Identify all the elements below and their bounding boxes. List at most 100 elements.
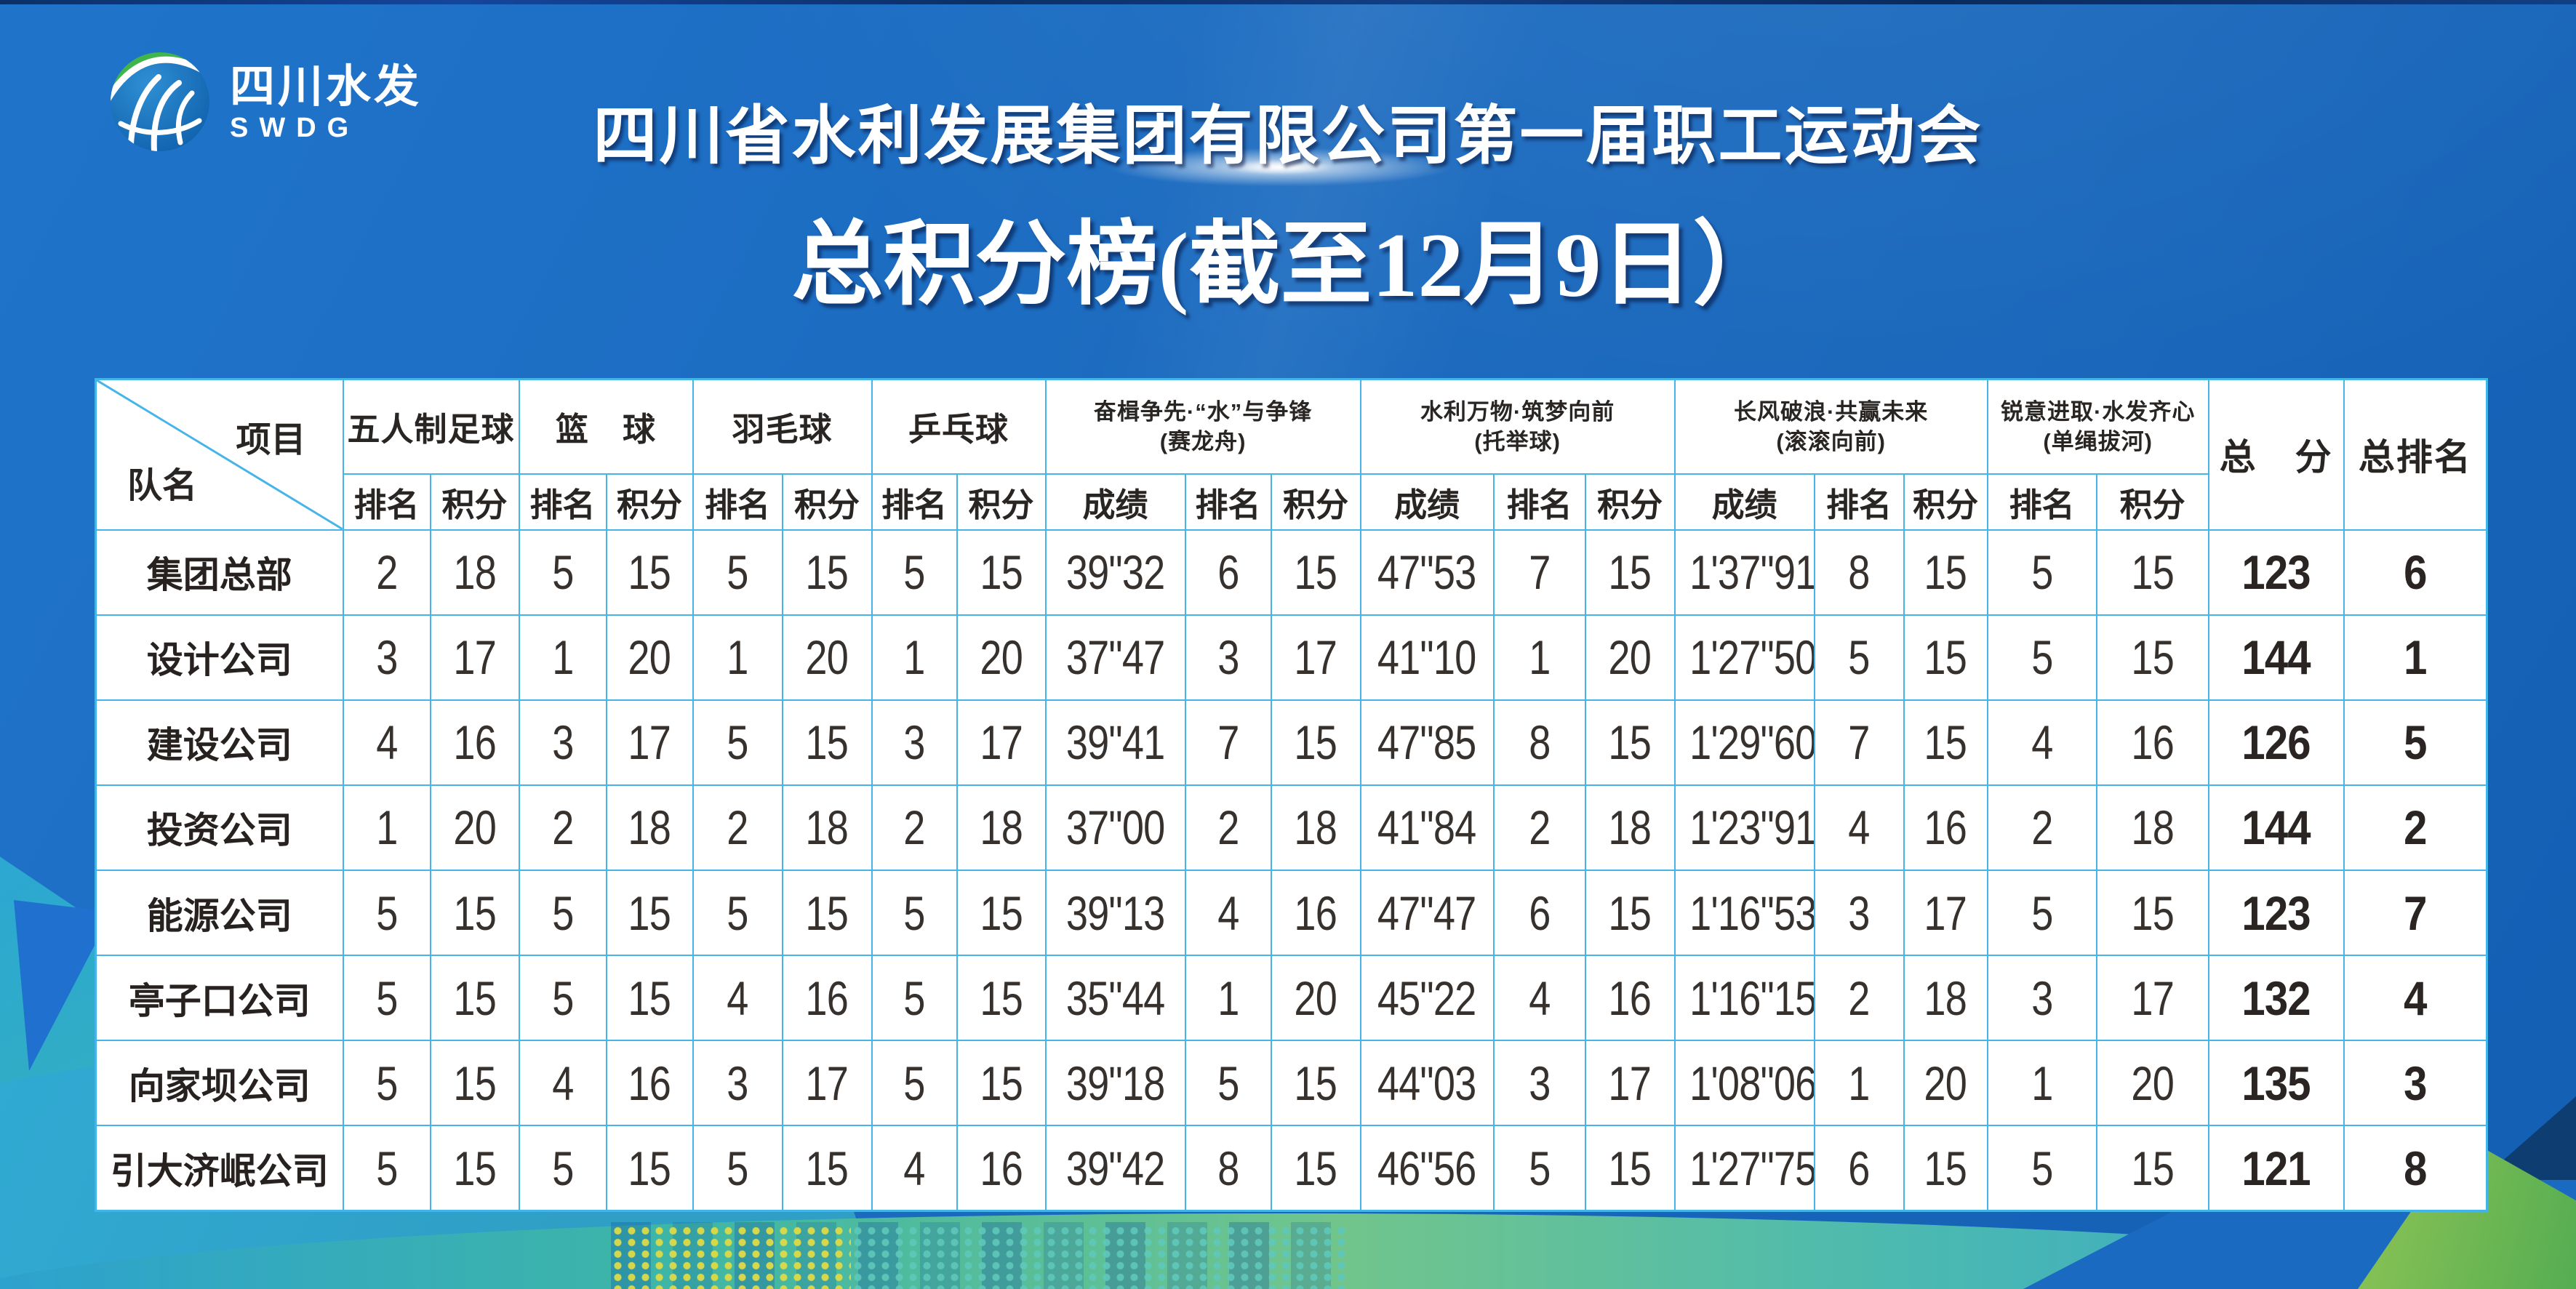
score-cell: 5 xyxy=(518,955,607,1042)
subcol-points: 积分 xyxy=(2095,473,2209,531)
score-cell: 1 xyxy=(342,784,431,872)
score-cell: 17 xyxy=(781,1040,873,1127)
score-cell: 6 xyxy=(1184,529,1272,616)
score-cell: 5 xyxy=(1986,614,2097,701)
score-cell: 15 xyxy=(956,869,1047,957)
logo-name-cn: 四川水发 xyxy=(230,62,423,113)
score-cell: 1 xyxy=(1986,1040,2097,1127)
subcol-points: 积分 xyxy=(1584,473,1676,531)
subcol-points: 积分 xyxy=(1270,473,1361,531)
score-cell: 2 xyxy=(1813,955,1905,1042)
score-cell: 17 xyxy=(429,614,520,701)
table-row: 设计公司 3 17 1 20 1 20 1 20 37"47 3 17 41"10 1 20 1'27"50 5… xyxy=(95,614,2488,701)
score-cell: 39"32 xyxy=(1044,529,1186,616)
score-cell: 45"22 xyxy=(1359,955,1495,1042)
score-cell: 4 xyxy=(342,699,431,786)
subcol-rank: 排名 xyxy=(342,473,431,531)
score-cell: 5 xyxy=(1184,1040,1272,1127)
page-title: 四川省水利发展集团有限公司第一届职工运动会 xyxy=(593,100,1983,172)
col-total-rank: 总排名 xyxy=(2343,378,2488,531)
score-cell: 15 xyxy=(956,1040,1047,1127)
score-cell: 15 xyxy=(1584,1125,1676,1212)
score-cell: 15 xyxy=(1270,1125,1361,1212)
total-score-cell: 135 xyxy=(2207,1040,2345,1127)
score-cell: 20 xyxy=(605,614,694,701)
team-name: 引大济岷公司 xyxy=(95,1125,344,1212)
score-cell: 5 xyxy=(1986,1125,2097,1212)
score-cell: 1'27"75 xyxy=(1673,1125,1815,1212)
score-cell: 17 xyxy=(605,699,694,786)
logo-text: 四川水发 SWDG xyxy=(230,63,422,144)
score-cell: 15 xyxy=(1903,699,1988,786)
score-cell: 20 xyxy=(1584,614,1676,701)
score-cell: 8 xyxy=(1492,699,1586,786)
total-score-cell: 126 xyxy=(2207,699,2345,786)
team-name: 建设公司 xyxy=(95,699,344,786)
decor-dots-teal xyxy=(851,1225,1345,1289)
score-cell: 15 xyxy=(781,869,873,957)
col-group-dragonboat: 奋楫争先·“水”与争锋 (赛龙舟) xyxy=(1044,378,1361,475)
score-cell: 2 xyxy=(1492,784,1586,872)
score-cell: 18 xyxy=(1584,784,1676,872)
table-row: 建设公司 4 16 3 17 5 15 3 17 39"41 7 15 47"85 8 15 1'29"60 7… xyxy=(95,699,2488,786)
score-cell: 1'16"53 xyxy=(1673,869,1815,957)
logo-globe-icon xyxy=(109,51,211,156)
table-row: 引大济岷公司 5 15 5 15 5 15 4 16 39"42 8 15 46"56 5 15 1'27"7… xyxy=(95,1125,2488,1212)
score-cell: 20 xyxy=(1270,955,1361,1042)
score-cell: 5 xyxy=(1492,1125,1586,1212)
score-cell: 5 xyxy=(518,869,607,957)
table-row: 亭子口公司 5 15 5 15 4 16 5 15 35"44 1 20 45"22 4 16 1'16"15… xyxy=(95,955,2488,1042)
score-cell: 7 xyxy=(1492,529,1586,616)
score-table: 项目 队名 五人制足球 篮 球 羽毛球 乒乓球 奋楫争先·“水”与争锋 (赛龙舟… xyxy=(95,378,2489,1212)
score-cell: 5 xyxy=(692,529,783,616)
score-cell: 1 xyxy=(1184,955,1272,1042)
subcol-score: 成绩 xyxy=(1044,473,1186,531)
table-row: 集团总部 2 18 5 15 5 15 5 15 39"32 6 15 47"53 7 15 1'37"91 8… xyxy=(95,529,2488,616)
group-label-line1: 奋楫争先·“水”与争锋 xyxy=(1093,398,1313,425)
company-logo: 四川水发 SWDG xyxy=(109,51,422,156)
score-cell: 5 xyxy=(692,1125,783,1212)
team-name: 能源公司 xyxy=(95,869,344,957)
score-cell: 15 xyxy=(2095,529,2209,616)
score-cell: 1 xyxy=(692,614,783,701)
score-cell: 16 xyxy=(956,1125,1047,1212)
score-cell: 47"53 xyxy=(1359,529,1495,616)
subcol-points: 积分 xyxy=(956,473,1047,531)
score-cell: 15 xyxy=(1584,699,1676,786)
score-cell: 15 xyxy=(1270,699,1361,786)
score-cell: 20 xyxy=(781,614,873,701)
score-cell: 2 xyxy=(692,784,783,872)
group-label-line2: (赛龙舟) xyxy=(1159,428,1247,454)
score-cell: 16 xyxy=(1903,784,1988,872)
total-rank-cell: 4 xyxy=(2343,955,2488,1042)
subcol-rank: 排名 xyxy=(692,473,783,531)
subcol-rank: 排名 xyxy=(1184,473,1272,531)
score-cell: 4 xyxy=(1184,869,1272,957)
team-name: 亭子口公司 xyxy=(95,955,344,1042)
team-name: 设计公司 xyxy=(95,614,344,701)
score-cell: 16 xyxy=(429,699,520,786)
score-cell: 15 xyxy=(1903,1125,1988,1212)
score-cell: 39"18 xyxy=(1044,1040,1186,1127)
score-cell: 16 xyxy=(2095,699,2209,786)
score-cell: 3 xyxy=(871,699,958,786)
score-cell: 20 xyxy=(429,784,520,872)
col-group-tabletennis: 乒乓球 xyxy=(871,378,1047,475)
total-rank-cell: 8 xyxy=(2343,1125,2488,1212)
score-cell: 2 xyxy=(871,784,958,872)
score-cell: 15 xyxy=(1903,614,1988,701)
score-cell: 3 xyxy=(1813,869,1905,957)
score-cell: 15 xyxy=(605,529,694,616)
score-cell: 15 xyxy=(1270,529,1361,616)
col-group-badminton: 羽毛球 xyxy=(692,378,873,475)
subcol-rank: 排名 xyxy=(518,473,607,531)
score-cell: 4 xyxy=(692,955,783,1042)
score-cell: 5 xyxy=(692,869,783,957)
group-label-line1: 水利万物·筑梦向前 xyxy=(1420,398,1615,425)
score-cell: 3 xyxy=(1184,614,1272,701)
score-cell: 1'37"91 xyxy=(1673,529,1815,616)
score-cell: 7 xyxy=(1184,699,1272,786)
total-rank-cell: 5 xyxy=(2343,699,2488,786)
col-total-score: 总 分 xyxy=(2207,378,2345,531)
